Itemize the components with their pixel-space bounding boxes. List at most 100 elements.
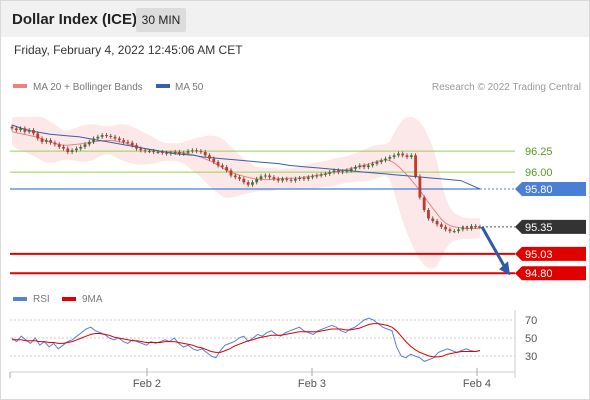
candle-body: [113, 136, 117, 139]
candle-body: [444, 226, 448, 230]
candle-body: [225, 167, 229, 171]
rsi-legend-swatch: [13, 297, 27, 301]
candle-body: [276, 178, 280, 181]
candle-body: [251, 182, 254, 185]
level-lines: [10, 150, 515, 275]
candle-body: [229, 170, 233, 176]
candle-body: [109, 135, 113, 137]
candle-body: [152, 151, 156, 153]
candle-body: [130, 142, 134, 146]
candle-body: [96, 136, 100, 139]
candle-body: [302, 178, 306, 180]
candle-body: [135, 145, 138, 149]
forecast-arrow-shaft: [480, 226, 508, 270]
candle-body: [328, 172, 332, 174]
candle-body: [255, 178, 259, 183]
candle-body: [414, 155, 417, 177]
candle-body: [242, 178, 246, 183]
x-tick-label: Feb 3: [298, 378, 326, 390]
candle-body: [156, 151, 160, 153]
candle-body: [199, 151, 203, 153]
rsi-legend-label: RSI: [33, 294, 50, 305]
candle-body: [268, 175, 272, 178]
level-labels: 96.25 96.00 95.80 95.35 95.03 94.80: [515, 146, 586, 281]
candle-body: [259, 176, 263, 179]
timeframe-button[interactable]: 30 MIN: [136, 8, 186, 32]
rsi-tick-30: 30: [525, 351, 537, 363]
candle-body: [418, 176, 422, 198]
candle-body: [371, 163, 375, 166]
candle-body: [401, 153, 405, 156]
ma50-legend-label: MA 50: [175, 82, 204, 93]
level-label-96.25: 96.25: [525, 146, 553, 158]
rsi-grid: 70 50 30: [10, 315, 537, 363]
candle-body: [422, 197, 426, 211]
bollinger-legend-label: MA 20 + Bollinger Bands: [33, 82, 143, 93]
candle-body: [405, 155, 409, 158]
instrument-title: Dollar Index (ICE): [12, 11, 138, 28]
candle-body: [66, 148, 70, 152]
candle-body: [332, 170, 336, 173]
candle-body: [92, 138, 95, 142]
candle-body: [319, 174, 323, 176]
ma50-path: [11, 124, 481, 190]
candle-body: [427, 210, 430, 219]
candle-body: [182, 152, 186, 154]
candle-body: [220, 165, 224, 168]
candle-body: [298, 178, 302, 180]
candle-body: [435, 220, 439, 225]
forecast-arrow-head: [499, 261, 510, 276]
candle-body: [195, 150, 199, 152]
candle-body: [461, 227, 465, 230]
candle-body: [143, 150, 147, 152]
candle-body: [32, 130, 35, 134]
candle-body: [14, 128, 18, 131]
candle-body: [57, 144, 61, 147]
ma50-line: [11, 124, 481, 190]
candle-body: [75, 148, 78, 151]
candles: [10, 124, 482, 234]
level-label-95.03: 95.03: [525, 249, 553, 261]
candle-body: [83, 144, 87, 147]
candle-body: [190, 150, 194, 152]
candle-body: [208, 155, 211, 159]
candle-body: [448, 229, 452, 232]
candle-body: [212, 158, 216, 163]
candle-body: [358, 165, 362, 168]
credit-text: Research © 2022 Trading Central: [432, 82, 581, 93]
candle-body: [324, 173, 327, 175]
candle-body: [100, 135, 104, 137]
forecast-arrow: [480, 226, 510, 276]
candle-body: [452, 231, 456, 233]
candle-body: [306, 177, 310, 179]
candle-body: [233, 175, 237, 178]
candle-body: [117, 138, 121, 141]
candle-body: [246, 182, 250, 185]
candle-body: [311, 176, 314, 178]
candle-body: [345, 170, 349, 172]
candle-body: [289, 179, 293, 181]
candle-body: [384, 158, 387, 161]
rsi-legend: RSI 9MA: [13, 294, 103, 305]
level-tag-95.35: [515, 219, 586, 234]
level-label-94.80: 94.80: [525, 268, 553, 280]
rsi-ma-path: [12, 323, 481, 358]
candle-body: [285, 178, 289, 180]
candle-body: [439, 224, 443, 227]
rsi-ma-legend-swatch: [62, 297, 76, 301]
x-tick-label: Feb 2: [133, 378, 161, 390]
candle-body: [392, 155, 396, 158]
candle-body: [293, 178, 297, 181]
candle-body: [186, 151, 190, 153]
candle-body: [10, 126, 14, 129]
candle-body: [272, 177, 276, 179]
candle-body: [336, 170, 340, 173]
candle-body: [79, 146, 83, 149]
header-bar: Dollar Index (ICE) 30 MIN: [1, 1, 589, 37]
level-label-95.80: 95.80: [525, 184, 553, 196]
candle-body: [263, 175, 267, 177]
candle-body: [53, 142, 57, 145]
candle-body: [23, 128, 27, 132]
level-tag-95.03: [515, 246, 586, 261]
chart-legend: MA 20 + Bollinger Bands MA 50 Research ©…: [13, 82, 581, 93]
